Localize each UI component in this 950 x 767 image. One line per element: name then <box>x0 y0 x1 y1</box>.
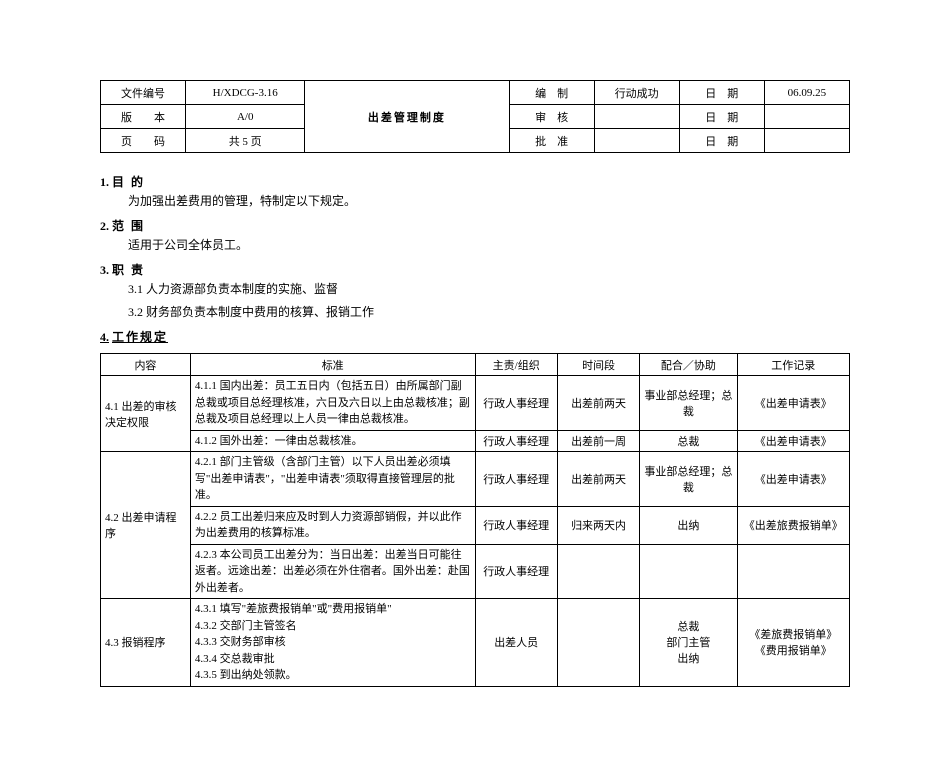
cell-time-422: 归来两天内 <box>557 506 639 544</box>
cell-time-423 <box>557 544 639 599</box>
section-2: 2. 范 围 适用于公司全体员工。 <box>100 217 850 253</box>
value-compiler: 行动成功 <box>594 81 679 105</box>
value-date1: 06.09.25 <box>764 81 849 105</box>
section-1-text: 为加强出差费用的管理，特制定以下规定。 <box>128 192 850 209</box>
cell-std-421: 4.2.1 部门主管级（含部门主管）以下人员出差必须填写"出差申请表"，"出差申… <box>190 452 475 507</box>
cell-record-411: 《出差申请表》 <box>737 376 849 431</box>
value-version: A/0 <box>186 105 305 129</box>
section-4-title: 工作规定 <box>112 330 168 344</box>
cell-owner-411: 行政人事经理 <box>475 376 557 431</box>
value-date3 <box>764 129 849 153</box>
label-version: 版 本 <box>101 105 186 129</box>
document-title: 出差管理制度 <box>305 81 509 153</box>
cell-time-411: 出差前两天 <box>557 376 639 431</box>
table-row: 4.2 出差申请程序 4.2.1 部门主管级（含部门主管）以下人员出差必须填写"… <box>101 452 850 507</box>
section-3-item-2: 3.2 财务部负责本制度中费用的核算、报销工作 <box>128 303 850 320</box>
cell-record-412: 《出差申请表》 <box>737 430 849 452</box>
cell-assist-412: 总裁 <box>640 430 737 452</box>
cell-content-41: 4.1 出差的审核决定权限 <box>101 376 191 452</box>
section-3: 3. 职 责 3.1 人力资源部负责本制度的实施、监督 3.2 财务部负责本制度… <box>100 261 850 320</box>
cell-std-43: 4.3.1 填写"差旅费报销单"或"费用报销单" 4.3.2 交部门主管签名 4… <box>190 599 475 687</box>
cell-record-422: 《出差旅费报销单》 <box>737 506 849 544</box>
section-3-item-1: 3.1 人力资源部负责本制度的实施、监督 <box>128 280 850 297</box>
value-doc-no: H/XDCG-3.16 <box>186 81 305 105</box>
th-time: 时间段 <box>557 354 639 376</box>
cell-std-412: 4.1.2 国外出差：一律由总裁核准。 <box>190 430 475 452</box>
section-4-num: 4. <box>100 330 109 345</box>
label-date1: 日 期 <box>679 81 764 105</box>
label-date2: 日 期 <box>679 105 764 129</box>
cell-owner-412: 行政人事经理 <box>475 430 557 452</box>
cell-content-43: 4.3 报销程序 <box>101 599 191 687</box>
cell-owner-43: 出差人员 <box>475 599 557 687</box>
section-4: 4. 工作规定 <box>100 328 850 345</box>
cell-assist-421: 事业部总经理；总裁 <box>640 452 737 507</box>
value-date2 <box>764 105 849 129</box>
table-row: 4.1 出差的审核决定权限 4.1.1 国内出差：员工五日内（包括五日）由所属部… <box>101 376 850 431</box>
section-2-title: 范 围 <box>112 219 145 233</box>
section-1-title: 目 的 <box>112 175 145 189</box>
table-row: 4.1.2 国外出差：一律由总裁核准。 行政人事经理 出差前一周 总裁 《出差申… <box>101 430 850 452</box>
th-content: 内容 <box>101 354 191 376</box>
cell-std-411: 4.1.1 国内出差：员工五日内（包括五日）由所属部门副总裁或项目总经理核准，六… <box>190 376 475 431</box>
cell-assist-422: 出纳 <box>640 506 737 544</box>
cell-record-423 <box>737 544 849 599</box>
th-owner: 主责/组织 <box>475 354 557 376</box>
cell-owner-423: 行政人事经理 <box>475 544 557 599</box>
section-2-text: 适用于公司全体员工。 <box>128 236 850 253</box>
work-regulations-table: 内容 标准 主责/组织 时间段 配合／协助 工作记录 4.1 出差的审核决定权限… <box>100 353 850 687</box>
th-record: 工作记录 <box>737 354 849 376</box>
section-3-title: 职 责 <box>112 263 145 277</box>
cell-owner-422: 行政人事经理 <box>475 506 557 544</box>
table-row: 4.2.3 本公司员工出差分为：当日出差：出差当日可能往返者。远途出差：出差必须… <box>101 544 850 599</box>
value-page: 共 5 页 <box>186 129 305 153</box>
label-approver: 批 准 <box>509 129 594 153</box>
value-reviewer <box>594 105 679 129</box>
value-approver <box>594 129 679 153</box>
label-reviewer: 审 核 <box>509 105 594 129</box>
cell-record-421: 《出差申请表》 <box>737 452 849 507</box>
label-compiler: 编 制 <box>509 81 594 105</box>
table-row: 4.3 报销程序 4.3.1 填写"差旅费报销单"或"费用报销单" 4.3.2 … <box>101 599 850 687</box>
cell-record-43: 《差旅费报销单》 《费用报销单》 <box>737 599 849 687</box>
section-3-num: 3. <box>100 263 109 278</box>
table-row: 4.2.2 员工出差归来应及时到人力资源部销假，并以此作为出差费用的核算标准。 … <box>101 506 850 544</box>
cell-std-422: 4.2.2 员工出差归来应及时到人力资源部销假，并以此作为出差费用的核算标准。 <box>190 506 475 544</box>
section-1-num: 1. <box>100 175 109 190</box>
cell-assist-43: 总裁 部门主管 出纳 <box>640 599 737 687</box>
th-assist: 配合／协助 <box>640 354 737 376</box>
cell-content-42: 4.2 出差申请程序 <box>101 452 191 599</box>
label-page: 页 码 <box>101 129 186 153</box>
cell-assist-411: 事业部总经理；总裁 <box>640 376 737 431</box>
cell-owner-421: 行政人事经理 <box>475 452 557 507</box>
cell-std-423: 4.2.3 本公司员工出差分为：当日出差：出差当日可能往返者。远途出差：出差必须… <box>190 544 475 599</box>
label-doc-no: 文件编号 <box>101 81 186 105</box>
cell-time-43 <box>557 599 639 687</box>
cell-assist-423 <box>640 544 737 599</box>
section-2-num: 2. <box>100 219 109 234</box>
cell-time-412: 出差前一周 <box>557 430 639 452</box>
document-header-table: 文件编号 H/XDCG-3.16 出差管理制度 编 制 行动成功 日 期 06.… <box>100 80 850 153</box>
th-standard: 标准 <box>190 354 475 376</box>
section-1: 1. 目 的 为加强出差费用的管理，特制定以下规定。 <box>100 173 850 209</box>
cell-time-421: 出差前两天 <box>557 452 639 507</box>
label-date3: 日 期 <box>679 129 764 153</box>
